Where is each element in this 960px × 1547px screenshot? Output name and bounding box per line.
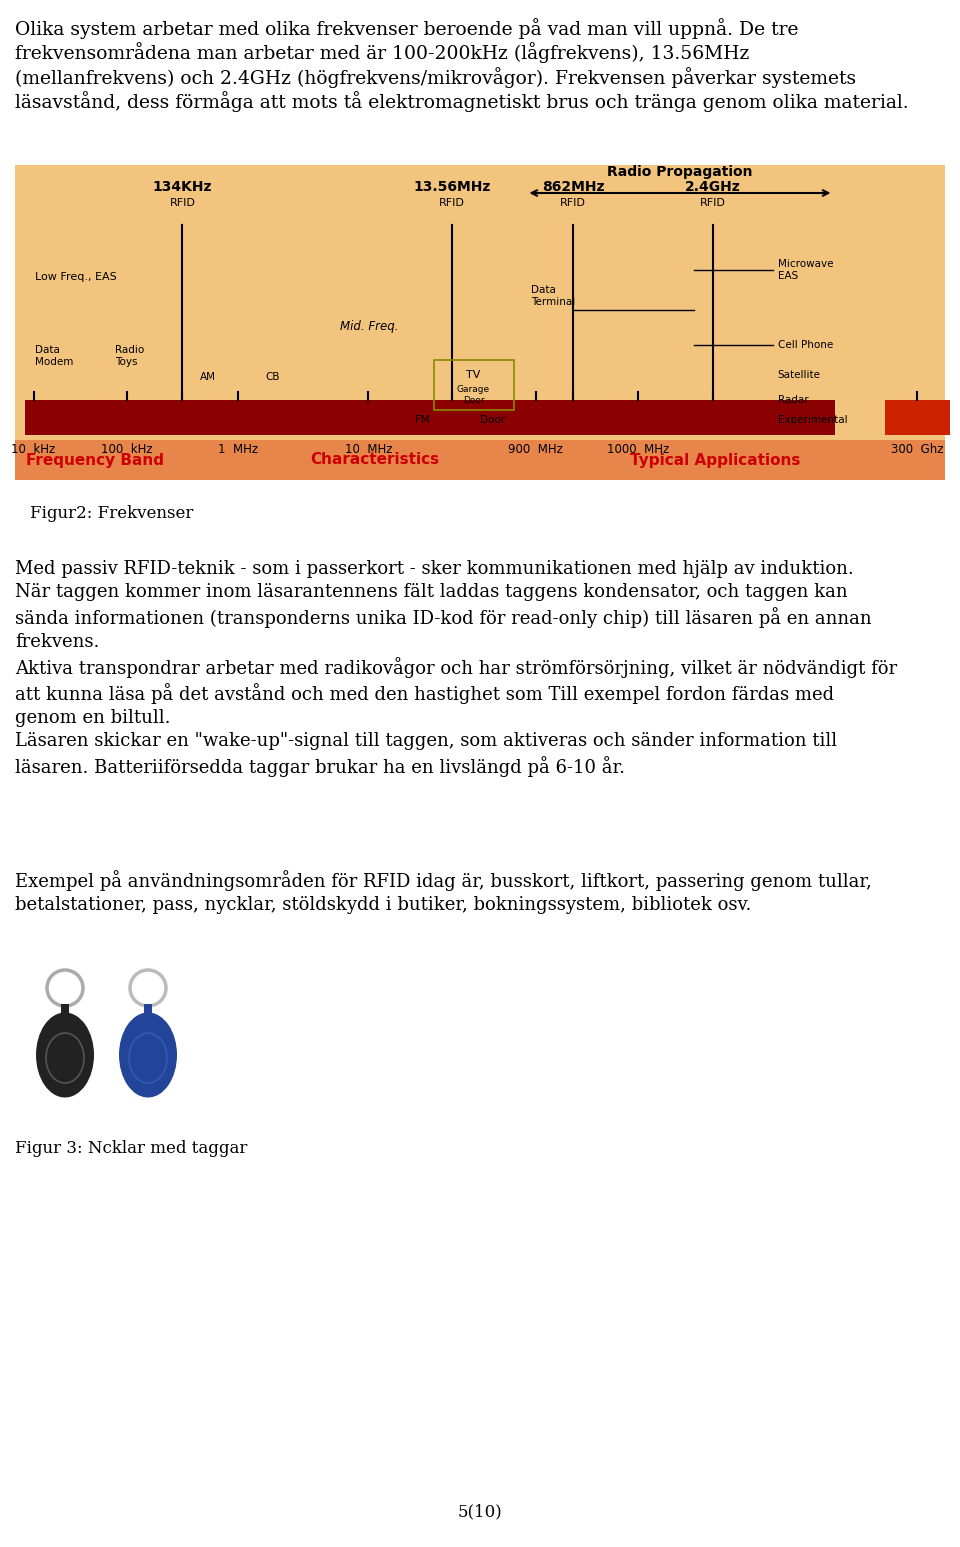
Text: Cell Phone: Cell Phone	[778, 340, 833, 350]
Text: Garage
Door: Garage Door	[457, 385, 490, 405]
Bar	[434, 360, 514, 410]
Text: Figur 3: Ncklar med taggar: Figur 3: Ncklar med taggar	[15, 1140, 248, 1157]
Text: 134KHz: 134KHz	[153, 179, 212, 193]
Text: 1000  MHz: 1000 MHz	[607, 442, 669, 456]
Text: Exempel på användningsområden för RFID idag är, busskort, liftkort, passering ge: Exempel på användningsområden för RFID i…	[15, 869, 872, 914]
Text: FM: FM	[415, 415, 430, 425]
Text: 1  MHz: 1 MHz	[218, 442, 258, 456]
Ellipse shape	[119, 1012, 177, 1097]
Text: 300  Ghz: 300 Ghz	[891, 442, 944, 456]
Text: 5(10): 5(10)	[458, 1504, 502, 1521]
Bar	[61, 1004, 69, 1013]
Text: Door: Door	[480, 415, 505, 425]
Text: Data
Terminal: Data Terminal	[532, 285, 576, 306]
Text: CB: CB	[265, 371, 279, 382]
Text: 862MHz: 862MHz	[541, 179, 604, 193]
Text: Data
Modem: Data Modem	[35, 345, 73, 367]
Ellipse shape	[36, 1012, 94, 1097]
Text: Med passiv RFID-teknik - som i passerkort - sker kommunikationen med hjälp av in: Med passiv RFID-teknik - som i passerkor…	[15, 560, 898, 777]
Text: TV: TV	[467, 370, 481, 381]
Bar	[15, 439, 945, 480]
Text: 100  kHz: 100 kHz	[101, 442, 153, 456]
Text: RFID: RFID	[170, 198, 195, 207]
Text: 900  MHz: 900 MHz	[509, 442, 564, 456]
Bar	[25, 401, 835, 435]
Text: 13.56MHz: 13.56MHz	[414, 179, 491, 193]
Text: Radar: Radar	[778, 394, 808, 405]
Text: 10  kHz: 10 kHz	[12, 442, 56, 456]
Text: Low Freq., EAS: Low Freq., EAS	[35, 272, 117, 282]
Text: RFID: RFID	[700, 198, 726, 207]
Text: Mid. Freq.: Mid. Freq.	[341, 320, 399, 333]
Bar	[15, 166, 945, 439]
Text: Frequency Band: Frequency Band	[26, 453, 164, 467]
Text: Characteristics: Characteristics	[310, 453, 440, 467]
Text: 2.4GHz: 2.4GHz	[684, 179, 740, 193]
Text: Figur2: Frekvenser: Figur2: Frekvenser	[30, 504, 193, 521]
Text: AM: AM	[200, 371, 216, 382]
Text: Experimental: Experimental	[778, 415, 848, 425]
Bar	[885, 401, 950, 435]
Text: Microwave
EAS: Microwave EAS	[778, 260, 833, 282]
Text: RFID: RFID	[439, 198, 465, 207]
Text: Radio
Toys: Radio Toys	[115, 345, 144, 367]
Text: Radio Propagation: Radio Propagation	[608, 166, 753, 179]
Text: Satellite: Satellite	[778, 370, 821, 381]
Text: 10  MHz: 10 MHz	[345, 442, 392, 456]
Text: RFID: RFID	[560, 198, 586, 207]
Text: Typical Applications: Typical Applications	[630, 453, 801, 467]
Bar	[144, 1004, 152, 1013]
Text: Olika system arbetar med olika frekvenser beroende på vad man vill uppnå. De tre: Olika system arbetar med olika frekvense…	[15, 19, 908, 111]
